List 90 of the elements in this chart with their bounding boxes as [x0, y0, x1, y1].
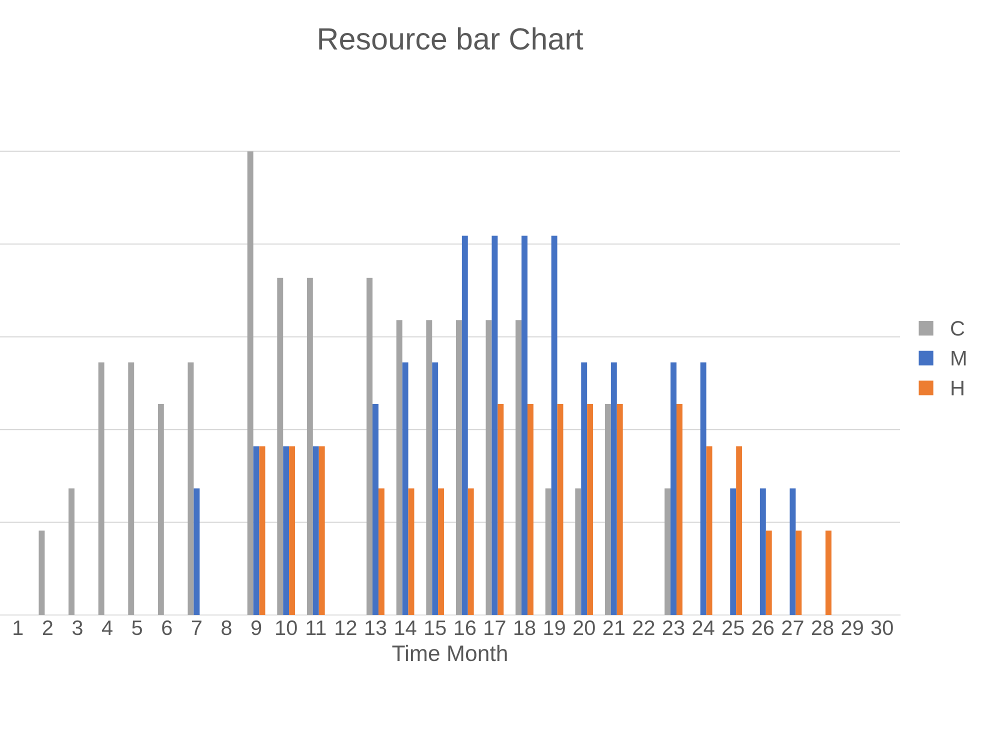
bar [98, 362, 104, 615]
bar [706, 446, 712, 615]
bar [670, 362, 676, 615]
x-tick-label: 11 [306, 620, 326, 635]
bar [366, 278, 373, 615]
bar [736, 446, 742, 615]
bar [68, 488, 75, 615]
x-tick-label: 23 [662, 620, 684, 636]
x-tick-label: 19 [544, 620, 565, 636]
chart-title: Resource bar Chart [319, 27, 584, 50]
bar [581, 362, 588, 615]
bar [318, 446, 325, 615]
bar [604, 404, 611, 615]
bar [253, 446, 260, 615]
bar [766, 530, 772, 615]
bar [247, 151, 254, 615]
x-tick-label: 30 [871, 620, 893, 636]
x-tick-label: 1 [14, 620, 23, 635]
x-tick-label: 12 [336, 620, 356, 635]
bar [825, 530, 832, 615]
legend-label: M [952, 351, 966, 366]
x-tick-label: 2 [42, 620, 52, 635]
bar [188, 362, 194, 615]
bar [664, 488, 671, 615]
bar [700, 362, 706, 615]
bar [760, 488, 766, 615]
bar [527, 404, 534, 615]
bar [575, 488, 582, 615]
bar [522, 236, 528, 615]
bar [402, 362, 408, 615]
bar [396, 320, 402, 615]
bar [610, 362, 617, 615]
bar [426, 320, 432, 615]
x-tick-label: 22 [633, 620, 654, 635]
x-tick-label: 5 [132, 620, 142, 636]
bar [158, 404, 164, 615]
bar [306, 278, 313, 615]
bar [438, 488, 444, 615]
bar [289, 446, 296, 615]
bar [259, 446, 266, 615]
bar [277, 278, 284, 615]
bar [283, 446, 290, 615]
bar [486, 320, 492, 615]
bar [616, 404, 623, 615]
bar [498, 404, 504, 615]
bar [432, 362, 438, 615]
bar [676, 404, 682, 615]
bar [468, 488, 474, 615]
x-tick-label: 21 [603, 620, 624, 635]
x-tick-label: 28 [812, 620, 834, 636]
x-tick-label: 8 [222, 620, 232, 636]
bar [456, 320, 462, 615]
bar [408, 488, 414, 615]
x-tick-label: 20 [574, 620, 595, 636]
x-tick-label: 26 [752, 620, 774, 636]
bar [730, 488, 736, 615]
bar [372, 404, 378, 615]
x-tick-label: 18 [514, 620, 536, 636]
legend-label: C [951, 321, 964, 336]
x-tick-label: 6 [162, 620, 172, 636]
x-tick-label: 16 [454, 620, 476, 636]
x-tick-label: 10 [276, 620, 297, 636]
bar [790, 488, 796, 615]
bar [492, 236, 498, 615]
x-tick-label: 25 [722, 620, 744, 636]
bar [38, 530, 45, 615]
x-tick-label: 4 [102, 620, 112, 635]
bar [557, 404, 564, 615]
x-tick-label: 7 [192, 620, 202, 635]
x-tick-label: 9 [251, 620, 262, 636]
legend-label: H [952, 380, 964, 396]
bar [516, 320, 522, 615]
bar [312, 446, 319, 615]
x-tick-label: 3 [72, 620, 82, 636]
bar [545, 488, 552, 615]
x-tick-label: 13 [366, 620, 386, 636]
bar [462, 236, 468, 615]
x-tick-label: 15 [425, 620, 446, 636]
x-axis-title: Time Month [392, 644, 507, 662]
x-tick-label: 17 [484, 620, 506, 635]
bar [378, 488, 384, 615]
x-tick-label: 24 [692, 620, 714, 635]
x-tick-label: 14 [395, 620, 416, 635]
bar [194, 488, 200, 615]
bar [587, 404, 594, 615]
x-tick-label: 27 [782, 620, 804, 635]
x-tick-label: 29 [842, 620, 863, 636]
bar [551, 236, 558, 615]
bar [128, 362, 134, 615]
bar [796, 530, 802, 615]
